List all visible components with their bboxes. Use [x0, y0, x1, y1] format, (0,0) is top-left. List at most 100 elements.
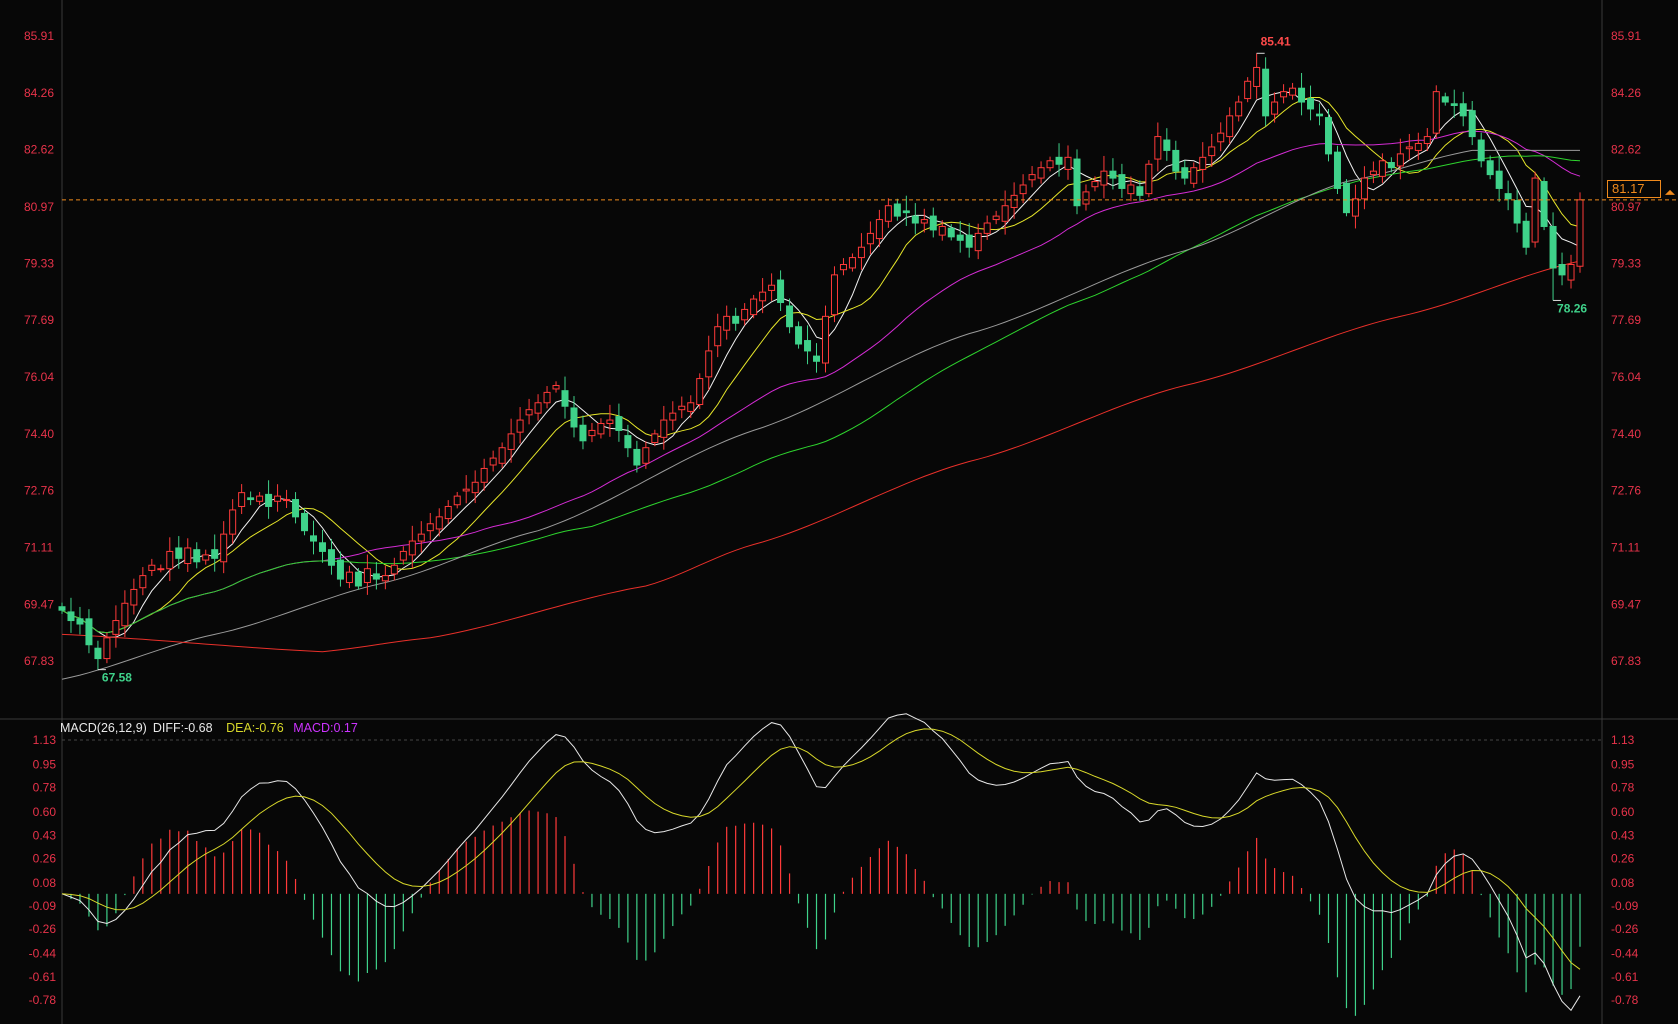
- candle-body: [175, 547, 183, 559]
- diff-value: DIFF:-0.68: [152, 721, 213, 735]
- candle-body: [929, 215, 937, 231]
- candle-body: [229, 509, 237, 535]
- candle-body: [1001, 205, 1009, 222]
- price-tick-left: 74.40: [24, 427, 54, 441]
- candle-body: [1280, 91, 1288, 98]
- candle-body: [1082, 191, 1090, 205]
- price-tick-left: 77.69: [24, 313, 54, 327]
- candle-body: [1405, 146, 1413, 150]
- candle-body: [893, 203, 901, 217]
- candle-body: [965, 234, 973, 248]
- candle-body: [301, 512, 309, 532]
- candle-body: [1567, 263, 1575, 281]
- candle-body: [920, 219, 928, 224]
- price-tick-right: 82.62: [1611, 143, 1641, 157]
- candle-body: [166, 550, 174, 570]
- candle-body: [1477, 139, 1485, 162]
- candle-body: [1360, 177, 1368, 200]
- candle-body: [211, 549, 219, 559]
- macd-tick-left: 0.43: [33, 828, 57, 842]
- candle-body: [911, 215, 919, 224]
- candle-body: [390, 564, 398, 575]
- candle-body: [426, 523, 434, 532]
- macd-tick-left: 1.13: [33, 733, 57, 747]
- macd-params: MACD(26,12,9): [60, 721, 147, 735]
- candle-body: [633, 448, 641, 466]
- candle-body: [247, 497, 255, 501]
- candle-body: [1118, 174, 1126, 189]
- candle-body: [651, 433, 659, 444]
- candle-body: [453, 495, 461, 506]
- candle-body: [1423, 136, 1431, 145]
- candle-body: [148, 564, 156, 571]
- macd-tick-right: 1.13: [1611, 733, 1635, 747]
- candle-body: [732, 315, 740, 324]
- candle-body: [857, 246, 865, 259]
- candle-body: [1298, 87, 1306, 103]
- candle-body: [1163, 139, 1171, 151]
- candle-body: [1441, 96, 1449, 103]
- price-tick-right: 80.97: [1611, 200, 1641, 214]
- candle-body: [184, 547, 192, 565]
- candle-body: [1522, 220, 1530, 248]
- macd-tick-right: 0.26: [1611, 851, 1635, 865]
- candle-body: [1549, 225, 1557, 269]
- candle-body: [813, 355, 821, 362]
- candle-body: [327, 549, 335, 566]
- candle-body: [1244, 80, 1252, 100]
- price-tick-left: 80.97: [24, 200, 54, 214]
- macd-tick-left: -0.61: [29, 970, 57, 984]
- candle-body: [1136, 186, 1144, 196]
- candle-body: [821, 315, 829, 364]
- candle-body: [723, 315, 731, 331]
- candle-body: [848, 257, 856, 269]
- macd-tick-left: 0.08: [33, 876, 57, 890]
- candle-body: [839, 263, 847, 271]
- candle-body: [1010, 194, 1018, 208]
- candle-body: [345, 571, 353, 584]
- candle-body: [902, 210, 910, 214]
- candle-body: [875, 219, 883, 240]
- candle-body: [1486, 160, 1494, 176]
- candle-body: [1450, 103, 1458, 106]
- candle-body: [804, 340, 812, 352]
- candle-body: [372, 573, 380, 580]
- candle-body: [1019, 184, 1027, 195]
- macd-tick-right: -0.26: [1611, 922, 1639, 936]
- candle-body: [1226, 115, 1234, 138]
- price-tick-left: 85.91: [24, 29, 54, 43]
- candle-body: [947, 227, 955, 238]
- candle-body: [714, 326, 722, 347]
- price-tick-left: 84.26: [24, 86, 54, 100]
- candle-body: [1109, 170, 1117, 179]
- price-tick-right: 72.76: [1611, 484, 1641, 498]
- candle-body: [570, 407, 578, 428]
- candle-body: [687, 402, 695, 412]
- candle-body: [696, 378, 704, 406]
- candle-body: [471, 481, 479, 494]
- candle-body: [274, 495, 282, 502]
- candle-body: [103, 637, 111, 660]
- candle-body: [1289, 87, 1297, 96]
- macd-tick-right: 0.78: [1611, 781, 1635, 795]
- candle-body: [1307, 98, 1315, 110]
- candle-body: [336, 559, 344, 580]
- candle-body: [1459, 103, 1467, 117]
- last-price-box: 81.17: [1607, 180, 1661, 198]
- candle-body: [1127, 184, 1135, 195]
- candle-body: [121, 602, 129, 627]
- candle-body: [1316, 113, 1324, 117]
- candle-body: [489, 457, 497, 466]
- candle-body: [956, 234, 964, 241]
- candle-body: [884, 205, 892, 222]
- candle-body: [1271, 101, 1279, 115]
- macd-value: MACD:0.17: [293, 721, 358, 735]
- candle-body: [220, 533, 228, 563]
- candle-body: [938, 225, 946, 236]
- candle-body: [435, 516, 443, 530]
- candle-body: [786, 305, 794, 328]
- candle-body: [1558, 263, 1566, 276]
- macd-tick-left: 0.26: [33, 851, 57, 865]
